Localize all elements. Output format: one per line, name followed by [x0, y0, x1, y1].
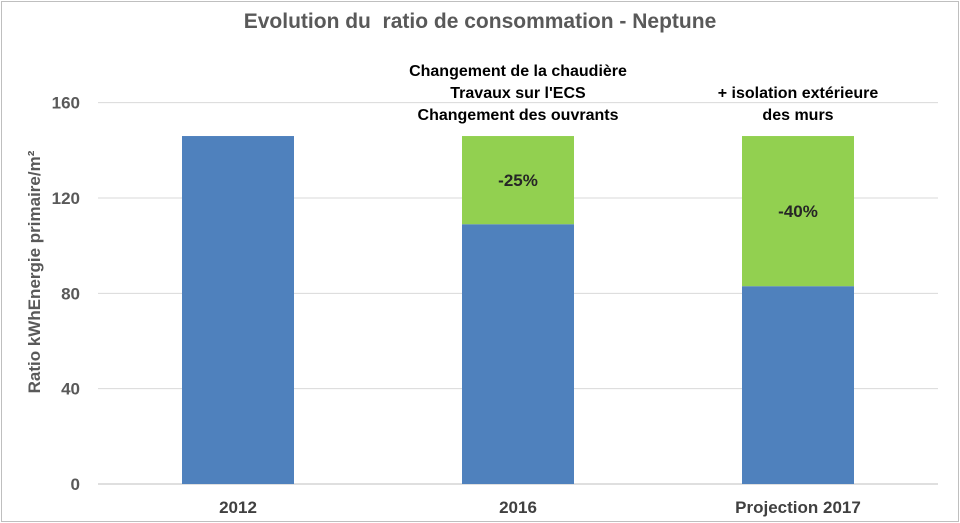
annotation-text: Travaux sur l'ECS — [450, 85, 586, 102]
bar-base — [182, 136, 294, 485]
bar-savings — [742, 136, 854, 287]
bar-base — [742, 286, 854, 484]
x-tick-label: Projection 2017 — [735, 498, 861, 517]
x-tick-label: 2016 — [499, 498, 537, 517]
data-label: -40% — [778, 202, 818, 221]
annotation-text: Changement des ouvrants — [418, 107, 619, 124]
annotation-text: + isolation extérieure — [718, 85, 879, 102]
labels: 0 40 80 120 160 2012 -25% 2016 Changement de la … — [52, 63, 879, 517]
annotation-text: des murs — [762, 107, 833, 124]
bar-base — [462, 224, 574, 484]
y-tick-label: 40 — [61, 380, 80, 399]
x-tick-label: 2012 — [219, 498, 257, 517]
y-tick-label: 120 — [52, 189, 80, 208]
y-axis-label: Ratio kWhEnergie primaire/m² — [25, 150, 44, 393]
annotation-text: Changement de la chaudière — [409, 63, 627, 80]
data-label: -25% — [498, 171, 538, 190]
y-tick-label: 160 — [52, 94, 80, 113]
y-tick-label: 80 — [61, 284, 80, 303]
bar-savings — [462, 136, 574, 225]
bars — [182, 136, 854, 485]
y-tick-label: 0 — [71, 475, 80, 494]
chart-title: Evolution du ratio de consommation - Nep… — [243, 10, 717, 33]
